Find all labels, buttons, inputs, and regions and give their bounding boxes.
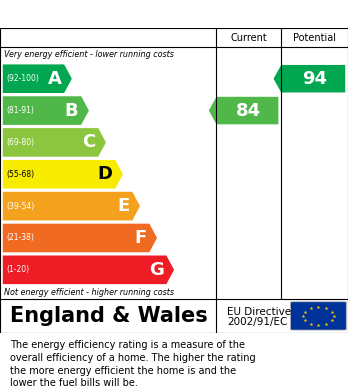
Polygon shape <box>3 255 174 284</box>
Text: lower the fuel bills will be.: lower the fuel bills will be. <box>10 378 138 388</box>
Text: E: E <box>117 197 129 215</box>
Polygon shape <box>3 65 72 93</box>
Polygon shape <box>3 128 106 157</box>
Text: (69-80): (69-80) <box>6 138 34 147</box>
Text: overall efficiency of a home. The higher the rating: overall efficiency of a home. The higher… <box>10 353 256 363</box>
Text: (1-20): (1-20) <box>6 265 29 274</box>
Text: 2002/91/EC: 2002/91/EC <box>227 317 287 327</box>
Text: B: B <box>65 102 78 120</box>
Polygon shape <box>3 160 123 188</box>
Polygon shape <box>3 96 89 125</box>
FancyBboxPatch shape <box>291 302 346 330</box>
Text: England & Wales: England & Wales <box>10 306 208 326</box>
Text: (39-54): (39-54) <box>6 202 34 211</box>
Text: The energy efficiency rating is a measure of the: The energy efficiency rating is a measur… <box>10 340 245 350</box>
Text: EU Directive: EU Directive <box>227 307 291 317</box>
Text: C: C <box>82 133 95 151</box>
Text: (55-68): (55-68) <box>6 170 34 179</box>
Polygon shape <box>274 65 345 92</box>
Text: A: A <box>48 70 61 88</box>
Text: 94: 94 <box>302 70 327 88</box>
Polygon shape <box>209 97 278 124</box>
Text: Not energy efficient - higher running costs: Not energy efficient - higher running co… <box>4 288 174 297</box>
Polygon shape <box>3 192 140 221</box>
Polygon shape <box>3 224 157 252</box>
Text: (81-91): (81-91) <box>6 106 34 115</box>
Text: Potential: Potential <box>293 32 336 43</box>
Text: (92-100): (92-100) <box>6 74 39 83</box>
Text: G: G <box>149 261 164 279</box>
Text: (21-38): (21-38) <box>6 233 34 242</box>
Text: Very energy efficient - lower running costs: Very energy efficient - lower running co… <box>4 50 174 59</box>
Text: F: F <box>134 229 147 247</box>
Text: D: D <box>97 165 112 183</box>
Text: Energy Efficiency Rating: Energy Efficiency Rating <box>10 5 239 23</box>
Text: Current: Current <box>230 32 267 43</box>
Text: 84: 84 <box>236 102 261 120</box>
Text: the more energy efficient the home is and the: the more energy efficient the home is an… <box>10 366 237 375</box>
